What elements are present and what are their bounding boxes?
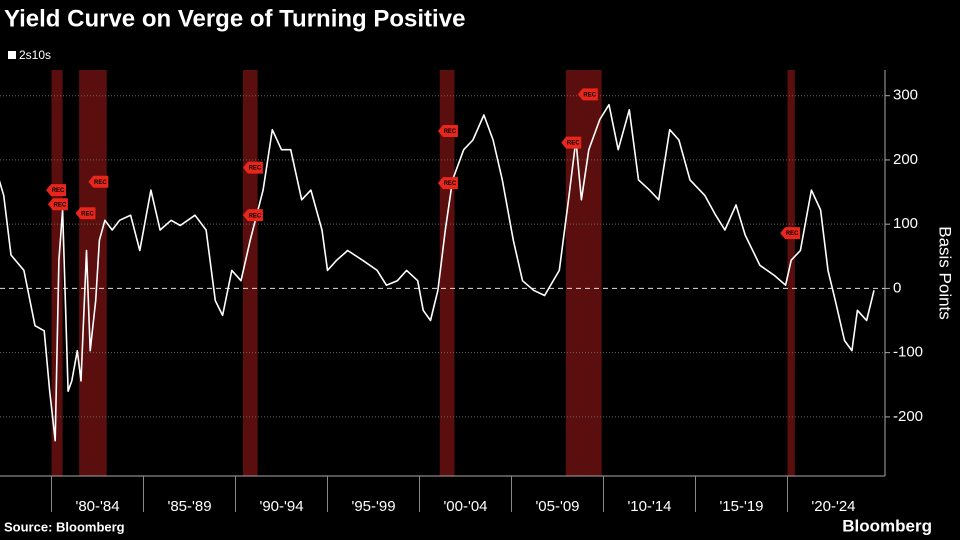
source: Source: Bloomberg	[4, 519, 125, 534]
x-tick-label: '20-'24	[811, 498, 855, 515]
recession-band	[439, 70, 455, 476]
rec-label: REC	[54, 202, 67, 208]
rec-tag	[46, 184, 67, 197]
y-tick-label: 300	[893, 87, 918, 104]
y-tick-label: -200	[893, 408, 923, 425]
rec-label: REC	[583, 92, 596, 98]
rec-tag	[780, 227, 801, 240]
rec-tag	[437, 177, 458, 190]
x-tick-label: '15-'19	[719, 498, 763, 515]
rec-label: REC	[249, 213, 262, 219]
rec-label: REC	[786, 231, 799, 237]
x-tick-label: '10-'14	[627, 498, 671, 515]
y-axis-label: Basis Points	[936, 226, 955, 320]
rec-tag	[47, 198, 68, 211]
legend-label: 2s10s	[19, 48, 51, 62]
brand: Bloomberg	[842, 516, 932, 535]
x-tick-label: '90-'94	[259, 498, 303, 515]
rec-label: REC	[52, 188, 65, 194]
rec-tag	[561, 136, 582, 149]
recession-band	[51, 70, 63, 476]
x-tick-label: '05-'09	[535, 498, 579, 515]
rec-tag	[437, 125, 458, 138]
rec-tag	[577, 88, 598, 101]
rec-label: REC	[444, 181, 457, 187]
x-tick-label: '80-'84	[75, 498, 119, 515]
plot: -200 -100 0 100 200 300 '80-'84 '85-'89 '90-'94 '…	[0, 70, 923, 515]
y-tick-label: -100	[893, 344, 923, 361]
x-tick-label: '85-'89	[167, 498, 211, 515]
recession-band	[787, 70, 795, 476]
x-tick-label: '95-'99	[351, 498, 395, 515]
y-tick-label: 200	[893, 151, 918, 168]
rec-tag	[242, 161, 263, 174]
rec-label: REC	[444, 129, 457, 135]
y-tick-label: 0	[893, 279, 901, 296]
rec-label: REC	[567, 141, 580, 147]
rec-label: REC	[81, 211, 94, 217]
legend-swatch	[8, 51, 16, 59]
rec-tag	[242, 209, 263, 222]
series-line	[0, 103, 875, 442]
x-tick-label: '00-'04	[443, 498, 487, 515]
y-tick-label: 100	[893, 215, 918, 232]
rec-tag	[75, 207, 96, 220]
rec-label: REC	[94, 180, 107, 186]
rec-label: REC	[249, 166, 262, 172]
chart-title: Yield Curve on Verge of Turning Positive	[4, 5, 465, 32]
rec-tag	[88, 175, 109, 188]
recession-band	[79, 70, 107, 476]
recession-band	[242, 70, 258, 476]
